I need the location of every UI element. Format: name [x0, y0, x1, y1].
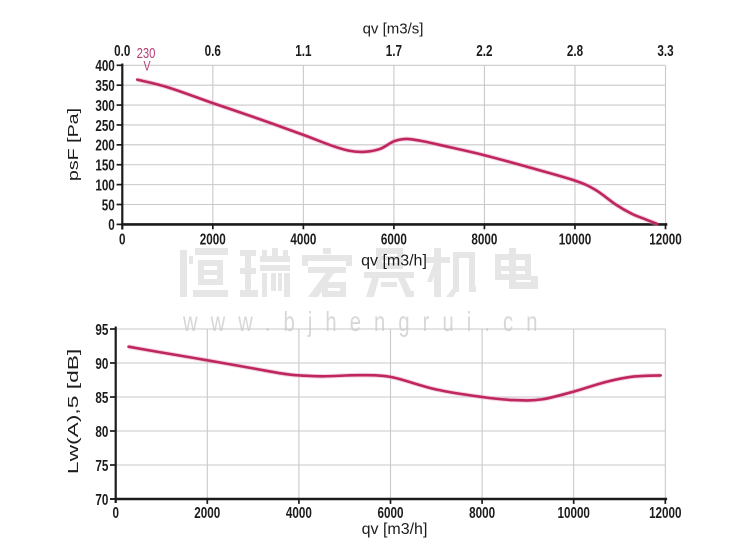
svg-text:qv [m3/h]: qv [m3/h]	[362, 521, 428, 538]
svg-text:12000: 12000	[649, 503, 682, 521]
svg-text:85: 85	[95, 388, 108, 406]
svg-text:95: 95	[95, 320, 108, 338]
svg-text:90: 90	[95, 354, 108, 372]
svg-text:1.7: 1.7	[386, 41, 402, 59]
svg-text:0.0: 0.0	[114, 41, 130, 59]
svg-text:qv [m3/s]: qv [m3/s]	[363, 20, 424, 37]
svg-text:www.bjhengrui.cn: www.bjhengrui.cn	[182, 307, 550, 338]
svg-text:V: V	[143, 58, 151, 74]
svg-text:10000: 10000	[559, 229, 592, 247]
svg-text:2000: 2000	[194, 503, 220, 521]
svg-text:4000: 4000	[290, 229, 316, 247]
svg-text:8000: 8000	[469, 503, 495, 521]
svg-text:300: 300	[95, 96, 115, 114]
svg-text:10000: 10000	[557, 503, 590, 521]
svg-text:80: 80	[95, 422, 108, 440]
svg-text:100: 100	[95, 176, 115, 194]
svg-text:2.8: 2.8	[567, 41, 583, 59]
svg-text:Lw(A),5 [dB]: Lw(A),5 [dB]	[66, 349, 82, 474]
svg-text:75: 75	[95, 456, 108, 474]
svg-text:2000: 2000	[200, 229, 226, 247]
svg-text:70: 70	[95, 490, 108, 508]
svg-text:350: 350	[95, 76, 115, 94]
svg-text:8000: 8000	[471, 229, 497, 247]
svg-text:6000: 6000	[381, 229, 407, 247]
svg-text:0: 0	[119, 229, 126, 247]
svg-text:12000: 12000	[649, 229, 682, 247]
svg-text:150: 150	[95, 156, 115, 174]
svg-text:psF [Pa]: psF [Pa]	[64, 108, 81, 181]
svg-text:6000: 6000	[378, 503, 404, 521]
svg-text:2.2: 2.2	[476, 41, 492, 59]
svg-text:400: 400	[95, 56, 115, 74]
svg-text:1.1: 1.1	[295, 41, 311, 59]
svg-text:250: 250	[95, 116, 115, 134]
svg-text:4000: 4000	[286, 503, 312, 521]
svg-text:200: 200	[95, 136, 115, 154]
svg-text:0: 0	[112, 503, 119, 521]
svg-text:0.6: 0.6	[205, 41, 221, 59]
svg-text:0: 0	[108, 215, 115, 233]
svg-text:50: 50	[102, 195, 115, 213]
svg-text:230: 230	[137, 44, 156, 61]
svg-text:qv [m3/h]: qv [m3/h]	[361, 253, 427, 270]
svg-text:3.3: 3.3	[657, 41, 673, 59]
